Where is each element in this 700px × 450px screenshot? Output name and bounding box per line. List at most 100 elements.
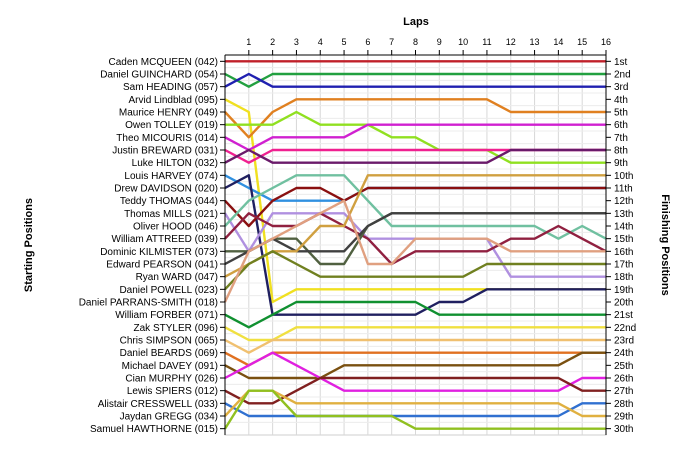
left-axis-title: Starting Positions	[23, 198, 35, 292]
finishing-label: 1st	[614, 57, 628, 68]
starting-label: Ryan WARD (047)	[136, 272, 218, 283]
finishing-label: 2nd	[614, 70, 631, 81]
series-line	[224, 72, 606, 88]
starting-label: Oliver HOOD (046)	[133, 222, 218, 233]
series-line	[224, 402, 606, 418]
x-tick-label: 11	[482, 37, 491, 47]
series-line	[224, 351, 606, 380]
finishing-label: 14th	[614, 222, 633, 233]
series-line	[224, 72, 606, 88]
starting-position-labels: Caden MCQUEEN (042) Daniel GUINCHARD (054…	[79, 55, 226, 435]
finishing-label: 23rd	[614, 336, 634, 347]
finishing-label: 3rd	[614, 82, 628, 93]
starting-label: William FORBER (071)	[115, 310, 218, 321]
series-lines	[223, 60, 607, 430]
starting-label: Chris SIMPSON (065)	[120, 336, 218, 347]
finishing-label: 25th	[614, 361, 633, 372]
finishing-label: 7th	[614, 133, 628, 144]
finishing-label: 4th	[614, 95, 628, 106]
finishing-label: 17th	[614, 260, 633, 271]
x-tick-label: 2	[270, 37, 275, 47]
x-tick-label: 4	[318, 37, 323, 47]
finishing-label: 26th	[614, 374, 633, 385]
finishing-label: 21st	[614, 310, 633, 321]
finishing-label: 5th	[614, 108, 628, 119]
x-tick-label: 7	[389, 37, 394, 47]
finishing-label: 19th	[614, 285, 633, 296]
x-tick-label: 14	[553, 37, 563, 47]
finishing-label: 30th	[614, 424, 633, 435]
series-line	[224, 174, 606, 316]
starting-label: Luke HILTON (032)	[132, 158, 218, 169]
x-tick-label: 15	[577, 37, 587, 47]
finishing-label: 28th	[614, 399, 633, 410]
finishing-label: 8th	[614, 146, 628, 157]
x-tick-label: 10	[458, 37, 468, 47]
x-tick-label: 8	[413, 37, 418, 47]
starting-label: Daniel GUINCHARD (054)	[100, 70, 218, 81]
right-axis-title: Finishing Positions	[659, 194, 671, 295]
starting-label: Zak STYLER (096)	[134, 323, 218, 334]
finishing-label: 22nd	[614, 323, 636, 334]
x-tick-label: 12	[506, 37, 516, 47]
starting-label: Lewis SPIERS (012)	[127, 386, 218, 397]
starting-label: Daniel BEARDS (069)	[120, 348, 218, 359]
series-line	[224, 98, 606, 139]
finishing-label: 11th	[614, 184, 633, 195]
starting-label: Thomas MILLS (021)	[124, 209, 218, 220]
finishing-label: 20th	[614, 298, 633, 309]
series-line	[224, 300, 606, 329]
x-tick-label: 5	[342, 37, 347, 47]
series-line	[224, 123, 606, 152]
starting-label: Maurice HENRY (049)	[119, 108, 218, 119]
starting-label: Louis HARVEY (074)	[124, 171, 218, 182]
series-line	[224, 338, 606, 354]
finishing-label: 16th	[614, 247, 633, 258]
finishing-label: 15th	[614, 234, 633, 245]
x-tick-labels: 1 2 3 4 5 6 7 8 9 10 11 12 13 14 15 16	[225, 37, 611, 56]
grid	[224, 54, 607, 436]
x-tick-label: 1	[246, 37, 251, 47]
series-line	[224, 326, 606, 342]
series-line	[224, 351, 606, 367]
series-line	[224, 389, 606, 418]
finishing-label: 24th	[614, 348, 633, 359]
series-line	[225, 110, 606, 164]
x-tick-label: 9	[437, 37, 442, 47]
finishing-label: 13th	[614, 209, 633, 220]
series-line	[224, 212, 606, 266]
starting-label: Jaydan GREGG (034)	[120, 412, 218, 423]
starting-label: Arvid Lindblad (095)	[129, 95, 219, 106]
series-line	[224, 212, 607, 266]
series-line	[224, 148, 606, 164]
starting-label: William ATTREED (039)	[112, 234, 219, 245]
x-tick-label: 16	[601, 37, 611, 47]
series-line	[223, 199, 606, 303]
x-tick-label: 3	[294, 37, 299, 47]
finishing-label: 9th	[614, 158, 628, 169]
series-line	[224, 250, 606, 291]
series-line	[224, 174, 607, 240]
finishing-label: 6th	[614, 120, 628, 131]
starting-label: Drew DAVIDSON (020)	[114, 184, 218, 195]
starting-label: Cian MURPHY (026)	[125, 374, 218, 385]
starting-label: Samuel HAWTHORNE (015)	[90, 424, 218, 435]
finishing-label: 18th	[614, 272, 633, 283]
finishing-label: 29th	[614, 412, 633, 423]
finishing-label: 27th	[614, 386, 633, 397]
starting-label: Owen TOLLEY (019)	[125, 120, 218, 131]
finishing-label: 10th	[614, 171, 633, 182]
finishing-label: 12th	[614, 196, 633, 207]
x-tick-label: 13	[530, 37, 540, 47]
series-line	[224, 351, 606, 392]
starting-label: Alistair CRESSWELL (033)	[98, 399, 218, 410]
x-axis-title: Laps	[403, 16, 429, 28]
starting-label: Daniel POWELL (023)	[119, 285, 218, 296]
series-line	[223, 389, 606, 430]
series-line	[224, 186, 606, 228]
starting-label: Justin BREWARD (031)	[112, 146, 218, 157]
starting-label: Daniel PARRANS-SMITH (018)	[79, 298, 218, 309]
starting-label: Dominic KILMISTER (073)	[100, 247, 218, 258]
